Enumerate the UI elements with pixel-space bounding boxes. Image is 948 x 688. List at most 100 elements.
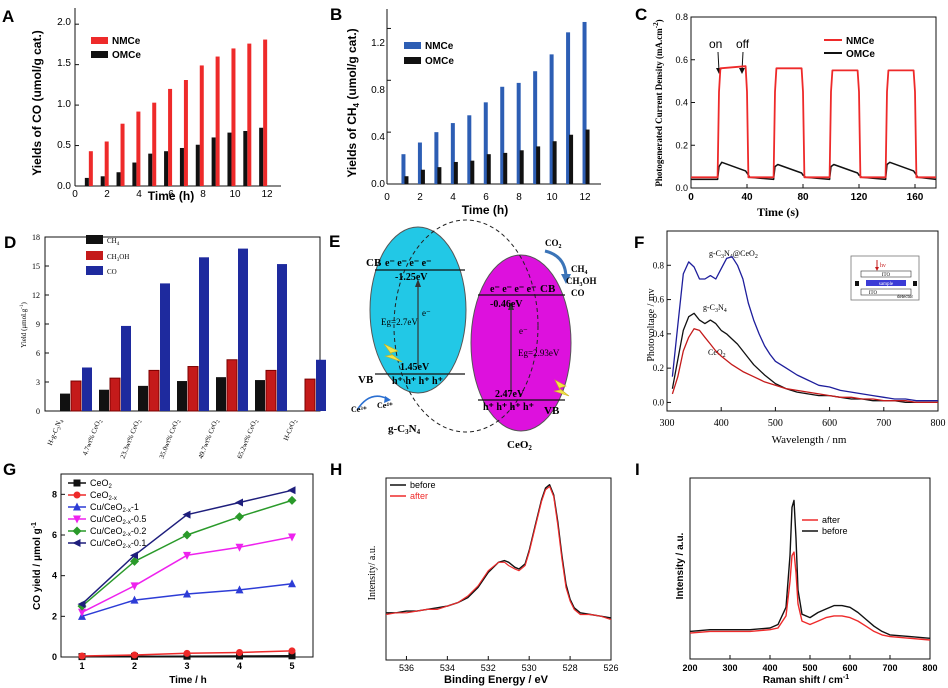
- y-tick-label: 0.0: [675, 183, 688, 193]
- lbl-main: g-C: [703, 303, 715, 312]
- x-tick-label: 5: [289, 661, 294, 671]
- y-tick-label: 0.4: [675, 98, 688, 108]
- legend-label-sub: 2-x: [123, 508, 131, 514]
- y-tick-label: 0.8: [653, 260, 665, 270]
- panel-h: H Intensity/ a.u. Binding Energy / eV be…: [330, 460, 619, 686]
- cat-sub2: 4: [60, 419, 66, 424]
- y-tick-label: 0.5: [57, 140, 71, 151]
- lbl-sub: 3: [715, 308, 718, 314]
- lbl-main: CeO: [708, 348, 723, 357]
- legend-marker: [73, 515, 81, 524]
- bar-ch4: [60, 393, 70, 411]
- bar-omce: [585, 129, 590, 184]
- inset-electrode-left: [855, 281, 859, 286]
- bar-omce: [569, 134, 574, 184]
- x-tick-label: 536: [399, 663, 414, 673]
- legend: CH4 CH3OH CO: [86, 235, 129, 276]
- cat-sub: 2: [177, 419, 183, 424]
- x-tick-label: 4: [237, 661, 242, 671]
- bar-nmce: [582, 21, 587, 184]
- y-tick-label: 0.4: [371, 132, 385, 143]
- co2-main: CO: [545, 238, 559, 248]
- inset-electrode-right: [913, 281, 917, 286]
- lbl-mid: N: [724, 249, 730, 258]
- legend-label-end: -1: [131, 502, 139, 512]
- cat-mid: N: [54, 420, 63, 428]
- bar-nmce: [500, 86, 505, 184]
- legend-marker: [73, 491, 81, 499]
- bar-omce: [552, 141, 557, 184]
- series-line-ceo2: [671, 328, 938, 404]
- y-axis-label-end: ): [20, 302, 28, 305]
- data-point: [183, 589, 191, 598]
- plot-frame: [385, 477, 612, 661]
- x-tick-label: 534: [440, 663, 455, 673]
- annotation-arrow-off: [741, 51, 744, 72]
- bar-nmce: [120, 123, 125, 186]
- x-tick-label: 530: [522, 663, 537, 673]
- legend-label: NMCe: [425, 41, 454, 52]
- legend-label: Cu/CeO2-x-0.2: [90, 526, 146, 538]
- plot-frame: [666, 230, 939, 412]
- bar-nmce: [434, 132, 439, 184]
- y-axis-label: CO yield / μmol g-1: [31, 522, 43, 610]
- bar-nmce: [533, 71, 538, 184]
- cat-sub: 2: [99, 419, 105, 424]
- bar-omce: [195, 144, 200, 186]
- x-tick-label: 12: [261, 189, 273, 200]
- x-tick-label: 800: [922, 663, 937, 673]
- vb-label-right: VB: [544, 405, 560, 417]
- x-tick-label: 400: [762, 663, 777, 673]
- data-point: [78, 608, 86, 617]
- x-tick-label: 4: [136, 189, 142, 200]
- x-tick-label: 6: [483, 192, 489, 203]
- annotation-arrowhead-off: [739, 68, 745, 74]
- lightning-icon-right: [553, 379, 570, 397]
- x-axis-label: Binding Energy / eV: [444, 674, 549, 686]
- product-sub: 3: [580, 282, 583, 288]
- name-main: CeO: [507, 439, 529, 451]
- y-tick-label: 0: [52, 652, 57, 662]
- bar-omce: [211, 137, 216, 186]
- inset-sample-label: sample: [879, 282, 894, 287]
- legend-label: CeO2: [90, 478, 113, 490]
- panel-label: H: [330, 460, 342, 479]
- gc3n4-name: g-C3N4: [388, 423, 421, 436]
- product-sub: 4: [585, 270, 588, 276]
- bar-nmce: [152, 102, 157, 186]
- cat-sub: 2: [294, 419, 300, 424]
- x-tick-label: 4: [450, 192, 456, 203]
- inset-light-label: hν: [880, 263, 886, 269]
- bar-nmce: [263, 39, 268, 186]
- bar-omce: [404, 176, 409, 184]
- panel-i: I Intensity / a.u. Raman shift / cm-1 af…: [635, 460, 938, 686]
- legend-label: before: [822, 526, 848, 536]
- bandgap-right: Eg=2.93eV: [518, 348, 560, 358]
- bar-nmce: [483, 102, 488, 184]
- data-point: [287, 486, 296, 495]
- ce3-label: Ce³⁺: [351, 405, 367, 414]
- bar-nmce: [104, 141, 109, 186]
- inset-detector-label: detector: [897, 295, 913, 300]
- bar-co: [82, 367, 92, 411]
- legend-label: OMCe: [425, 56, 454, 67]
- data-point: [182, 530, 192, 540]
- arrowhead: [508, 302, 514, 310]
- x-axis-label: Time (s): [757, 205, 799, 219]
- x-tick-label: 2: [104, 189, 110, 200]
- y-tick-label: 12: [32, 291, 40, 300]
- series-label-ceo2: CeO2: [708, 348, 726, 359]
- x-tick-label: 0: [384, 192, 390, 203]
- bar-omce: [164, 151, 169, 186]
- x-tick-label: 0: [72, 189, 78, 200]
- bar-nmce: [566, 32, 571, 185]
- electrons-right: e⁻ e⁻ e⁻ e⁻: [490, 284, 536, 295]
- cat-sub: 2: [216, 419, 222, 424]
- legend-label: before: [410, 480, 436, 490]
- legend-label: CH4: [107, 237, 120, 247]
- x-tick-label: 532: [481, 663, 496, 673]
- x-tick-label: 10: [546, 192, 558, 203]
- legend-label: Cu/CeO2-x-1: [90, 502, 139, 514]
- y-tick-labels: 0.0 0.5 1.0 1.5 2.0: [57, 17, 71, 192]
